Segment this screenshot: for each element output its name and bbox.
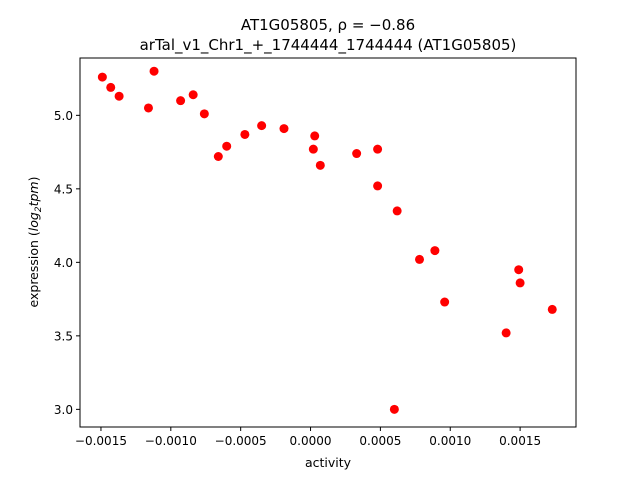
plot-area-frame bbox=[79, 57, 577, 428]
data-point bbox=[97, 72, 107, 82]
data-point bbox=[315, 160, 325, 170]
data-point bbox=[415, 254, 425, 264]
data-point bbox=[188, 90, 198, 100]
data-point bbox=[240, 129, 250, 139]
data-point bbox=[514, 265, 524, 275]
data-point bbox=[373, 181, 383, 191]
data-point bbox=[392, 206, 402, 216]
data-point bbox=[149, 66, 159, 76]
chart-title-line2: arTal_v1_Chr1_+_1744444_1744444 (AT1G058… bbox=[140, 36, 517, 55]
y-tick-label: 4.5 bbox=[54, 182, 73, 196]
x-tick-label: 0.0000 bbox=[290, 434, 332, 448]
x-tick-label: −0.0015 bbox=[75, 434, 127, 448]
data-point bbox=[501, 328, 511, 338]
data-point bbox=[389, 404, 399, 414]
data-point bbox=[430, 246, 440, 256]
data-point bbox=[176, 96, 186, 106]
data-point bbox=[279, 124, 289, 134]
y-axis-ticks: 3.0 3.5 4.0 4.5 5.0 bbox=[54, 109, 80, 417]
x-tick-label: 0.0005 bbox=[359, 434, 401, 448]
y-tick-label: 5.0 bbox=[54, 109, 73, 123]
data-point bbox=[547, 304, 557, 314]
data-point bbox=[310, 131, 320, 141]
y-axis-label-math: log bbox=[26, 212, 41, 231]
x-tick-label: −0.0010 bbox=[145, 434, 197, 448]
y-axis-label-subscript: 2 bbox=[34, 206, 44, 212]
y-tick-label: 4.0 bbox=[54, 256, 73, 270]
data-point bbox=[199, 109, 209, 119]
data-point bbox=[114, 91, 124, 101]
x-tick-label: 0.0010 bbox=[429, 434, 471, 448]
y-tick-label: 3.5 bbox=[54, 329, 73, 343]
data-point bbox=[106, 82, 116, 92]
data-point bbox=[213, 151, 223, 161]
y-tick-label: 3.0 bbox=[54, 403, 73, 417]
y-axis-label: expression (log2tpm) bbox=[26, 177, 44, 308]
y-axis-label-suffix: ) bbox=[26, 177, 41, 182]
data-point bbox=[222, 141, 232, 151]
y-axis-label-prefix: expression ( bbox=[26, 231, 41, 307]
x-axis-label: activity bbox=[305, 455, 352, 470]
data-point bbox=[440, 297, 450, 307]
data-points bbox=[97, 66, 557, 414]
x-tick-label: −0.0005 bbox=[215, 434, 267, 448]
data-point bbox=[373, 144, 383, 154]
data-point bbox=[515, 278, 525, 288]
data-point bbox=[143, 103, 153, 113]
chart-title-line1: AT1G05805, ρ = −0.86 bbox=[241, 16, 415, 34]
data-point bbox=[308, 144, 318, 154]
data-point bbox=[352, 149, 362, 159]
x-axis-ticks: −0.0015 −0.0010 −0.0005 0.0000 0.0005 0.0010 0… bbox=[75, 427, 541, 448]
y-axis-label-math2: tpm bbox=[26, 181, 41, 206]
x-tick-label: 0.0015 bbox=[499, 434, 541, 448]
data-point bbox=[257, 121, 267, 131]
